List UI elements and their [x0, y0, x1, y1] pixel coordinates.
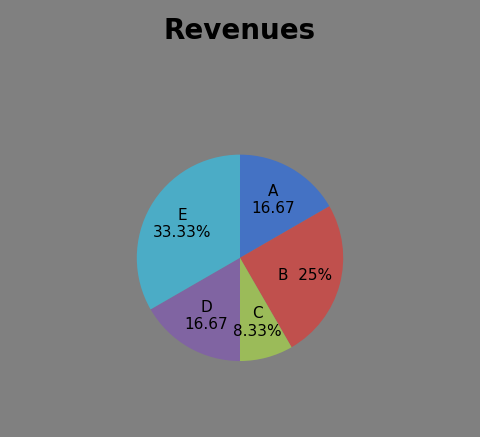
Text: Revenues: Revenues	[164, 17, 316, 45]
Wedge shape	[137, 155, 240, 309]
Wedge shape	[240, 258, 291, 361]
Text: A
16.67: A 16.67	[252, 184, 295, 216]
Text: B  25%: B 25%	[278, 268, 332, 283]
Text: C
8.33%: C 8.33%	[233, 306, 282, 339]
Wedge shape	[151, 258, 240, 361]
Wedge shape	[240, 206, 343, 347]
Text: D
16.67: D 16.67	[185, 300, 228, 332]
Text: E
33.33%: E 33.33%	[153, 208, 211, 240]
Wedge shape	[240, 155, 329, 258]
